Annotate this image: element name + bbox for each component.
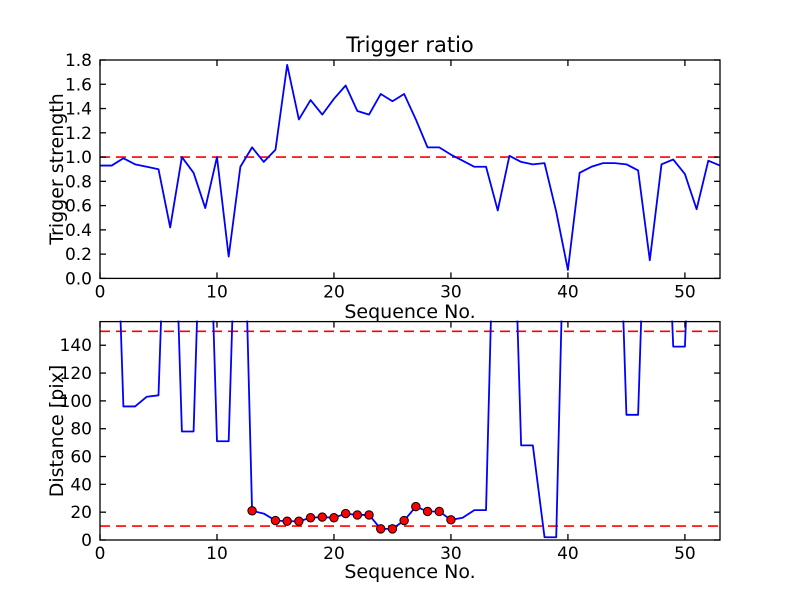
x-tick-label: 0 [95,282,106,302]
data-marker [340,508,351,519]
data-marker [270,515,281,526]
data-marker [376,524,386,534]
data-marker [411,501,421,512]
y-tick-label: 120 [60,364,92,384]
top-plot: 0 10 20 30 40 50 0.0 0.2 0.4 0.6 0.8 1.0 1.2 1.4 1.6 1.… [65,51,721,302]
y-tick-label: 0.2 [65,245,92,265]
data-marker [317,512,327,522]
data-marker [352,510,363,520]
top-plot-ylabel: Trigger strength [46,93,68,246]
y-tick-label: 0.4 [65,221,92,241]
x-tick-label: 30 [440,282,462,302]
y-tick-label: 0 [81,531,92,551]
x-tick-label: 50 [674,282,696,302]
x-tick-label: 40 [557,544,579,564]
y-tick-label: 40 [70,475,92,495]
bottom-plot-xlabel: Sequence No. [344,561,475,583]
y-tick-label: 0.6 [65,197,92,217]
x-tick-label: 20 [323,544,345,564]
plot-area [100,321,720,540]
plot-area [100,60,720,279]
x-tick-label: 10 [206,544,228,564]
bottom-plot: 0 10 20 30 40 50 0 20 40 60 80 100 120 140 [60,320,721,564]
y-tick-label: 1.2 [65,124,92,144]
x-tick-label: 40 [557,282,579,302]
x-tick-label: 10 [206,282,228,302]
top-plot-xlabel: Sequence No. [344,301,475,323]
x-tick-label: 50 [674,544,696,564]
data-marker [422,506,433,517]
data-marker [247,506,257,516]
axes-spines [99,320,721,541]
data-marker [446,515,456,525]
y-tick-label: 100 [60,392,92,412]
y-tick-label: 140 [60,336,92,356]
x-tick-label: 0 [95,544,106,564]
x-tick-label: 30 [440,544,462,564]
data-marker [364,510,374,520]
y-tick-label: 1.4 [65,100,92,120]
top-plot-title: Trigger ratio [345,33,474,57]
y-tick-label: 80 [70,420,92,440]
y-tick-label: 0.8 [65,172,92,192]
data-marker [282,516,292,526]
y-tick-label: 1.6 [65,75,92,95]
y-tick-label: 1.0 [65,148,92,168]
data-marker [399,515,409,526]
y-tick-label: 60 [70,448,92,468]
data-marker [329,513,339,523]
data-marker [305,513,316,523]
y-tick-label: 20 [70,503,92,523]
axes-spines [99,59,721,280]
data-marker [387,524,398,534]
x-tick-label: 20 [323,282,345,302]
y-tick-label: 0.0 [65,269,92,289]
bottom-plot-ylabel: Distance [pix] [46,365,68,498]
data-line [100,63,721,271]
data-line [119,320,687,539]
y-tick-label: 1.8 [65,51,92,71]
data-marker [434,506,444,517]
data-marker [294,516,304,526]
